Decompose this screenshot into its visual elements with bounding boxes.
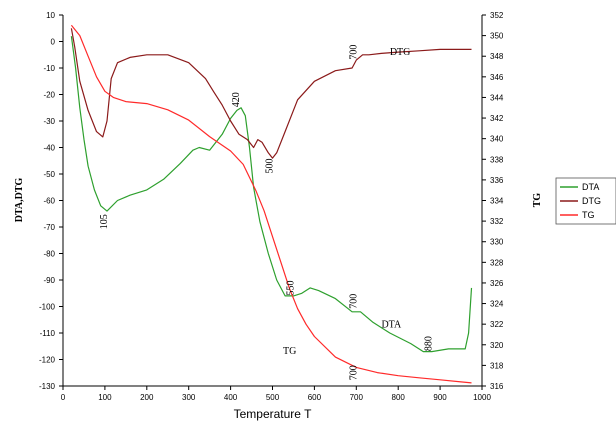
annotation-label: 700 — [348, 294, 359, 309]
left-y-tick-label: -70 — [43, 223, 55, 232]
x-tick-label: 100 — [98, 393, 112, 402]
right-y-tick-label: 350 — [490, 32, 504, 41]
left-y-tick-label: -40 — [43, 144, 55, 153]
left-y-tick-label: -110 — [40, 329, 56, 338]
left-y-tick-label: 0 — [51, 38, 56, 47]
left-y-tick-label: -100 — [39, 303, 56, 312]
right-y-tick-label: 334 — [490, 197, 504, 206]
right-y-tick-label: 340 — [490, 135, 504, 144]
right-y-tick-label: 338 — [490, 155, 504, 164]
right-y-tick-label: 328 — [490, 258, 504, 267]
right-y-tick-label: 316 — [490, 382, 504, 391]
left-y-tick-label: -20 — [43, 91, 55, 100]
annotations: 105 420 500 550 700 700 880 700 DTG DTA TG — [99, 45, 435, 381]
right-y-axis-title: TG — [532, 193, 543, 208]
x-tick-label: 200 — [140, 393, 154, 402]
left-y-tick-label: 10 — [46, 11, 55, 20]
right-y-tick-label: 332 — [490, 217, 504, 226]
x-tick-label: 600 — [308, 393, 322, 402]
legend-label-dtg: DTG — [582, 196, 601, 206]
left-y-tick-label: -80 — [43, 250, 55, 259]
annotation-label: 500 — [265, 159, 276, 174]
right-y-tick-label: 322 — [490, 320, 504, 329]
series-line-tg — [70, 24, 472, 384]
x-tick-label: 300 — [182, 393, 196, 402]
series-line-dta — [70, 36, 473, 353]
right-y-tick-label: 346 — [490, 73, 504, 82]
x-tick-label: 500 — [266, 393, 280, 402]
left-y-tick-label: -90 — [43, 276, 55, 285]
right-y-tick-label: 352 — [490, 11, 504, 20]
x-tick-label: 0 — [61, 393, 66, 402]
annotation-label: 550 — [285, 280, 296, 295]
x-tick-label: 900 — [433, 393, 447, 402]
annotation-label: 700 — [348, 45, 359, 60]
x-tick-label: 800 — [392, 393, 406, 402]
legend-label-dta: DTA — [582, 182, 599, 192]
series-lines — [70, 24, 473, 384]
annotation-label: TG — [283, 346, 296, 357]
right-y-tick-label: 336 — [490, 176, 504, 185]
x-tick-label: 400 — [224, 393, 238, 402]
x-axis-title: Temperature T — [234, 407, 312, 421]
right-y-tick-label: 318 — [490, 361, 504, 370]
right-y-tick-label: 324 — [490, 300, 504, 309]
annotation-label: 880 — [424, 336, 435, 351]
left-y-tick-label: -120 — [39, 356, 56, 365]
left-y-tick-label: -60 — [43, 197, 55, 206]
x-tick-label: 700 — [350, 393, 364, 402]
series-line-dtg — [70, 28, 472, 159]
annotation-label: DTG — [390, 47, 411, 58]
axes: 0 100 200 300 400 500 600 700 800 900 1000100-10-2… — [39, 11, 504, 402]
right-y-tick-label: 326 — [490, 279, 504, 288]
left-y-tick-label: -50 — [43, 170, 55, 179]
annotation-label: 105 — [99, 214, 110, 229]
right-y-tick-label: 320 — [490, 341, 504, 350]
right-y-tick-label: 344 — [490, 93, 504, 102]
annotation-label: 700 — [348, 365, 359, 380]
left-y-axis-title: DTA,DTG — [14, 178, 25, 223]
left-y-tick-label: -130 — [39, 382, 56, 391]
annotation-label: 420 — [231, 92, 242, 107]
x-tick-label: 1000 — [473, 393, 491, 402]
legend: DTA DTG TG — [555, 177, 616, 225]
right-y-tick-label: 330 — [490, 238, 504, 247]
legend-label-tg: TG — [582, 210, 595, 220]
annotation-label: DTA — [381, 320, 402, 331]
left-y-tick-label: -30 — [43, 117, 55, 126]
right-y-tick-label: 348 — [490, 52, 504, 61]
left-y-tick-label: -10 — [43, 64, 55, 73]
right-y-tick-label: 342 — [490, 114, 504, 123]
